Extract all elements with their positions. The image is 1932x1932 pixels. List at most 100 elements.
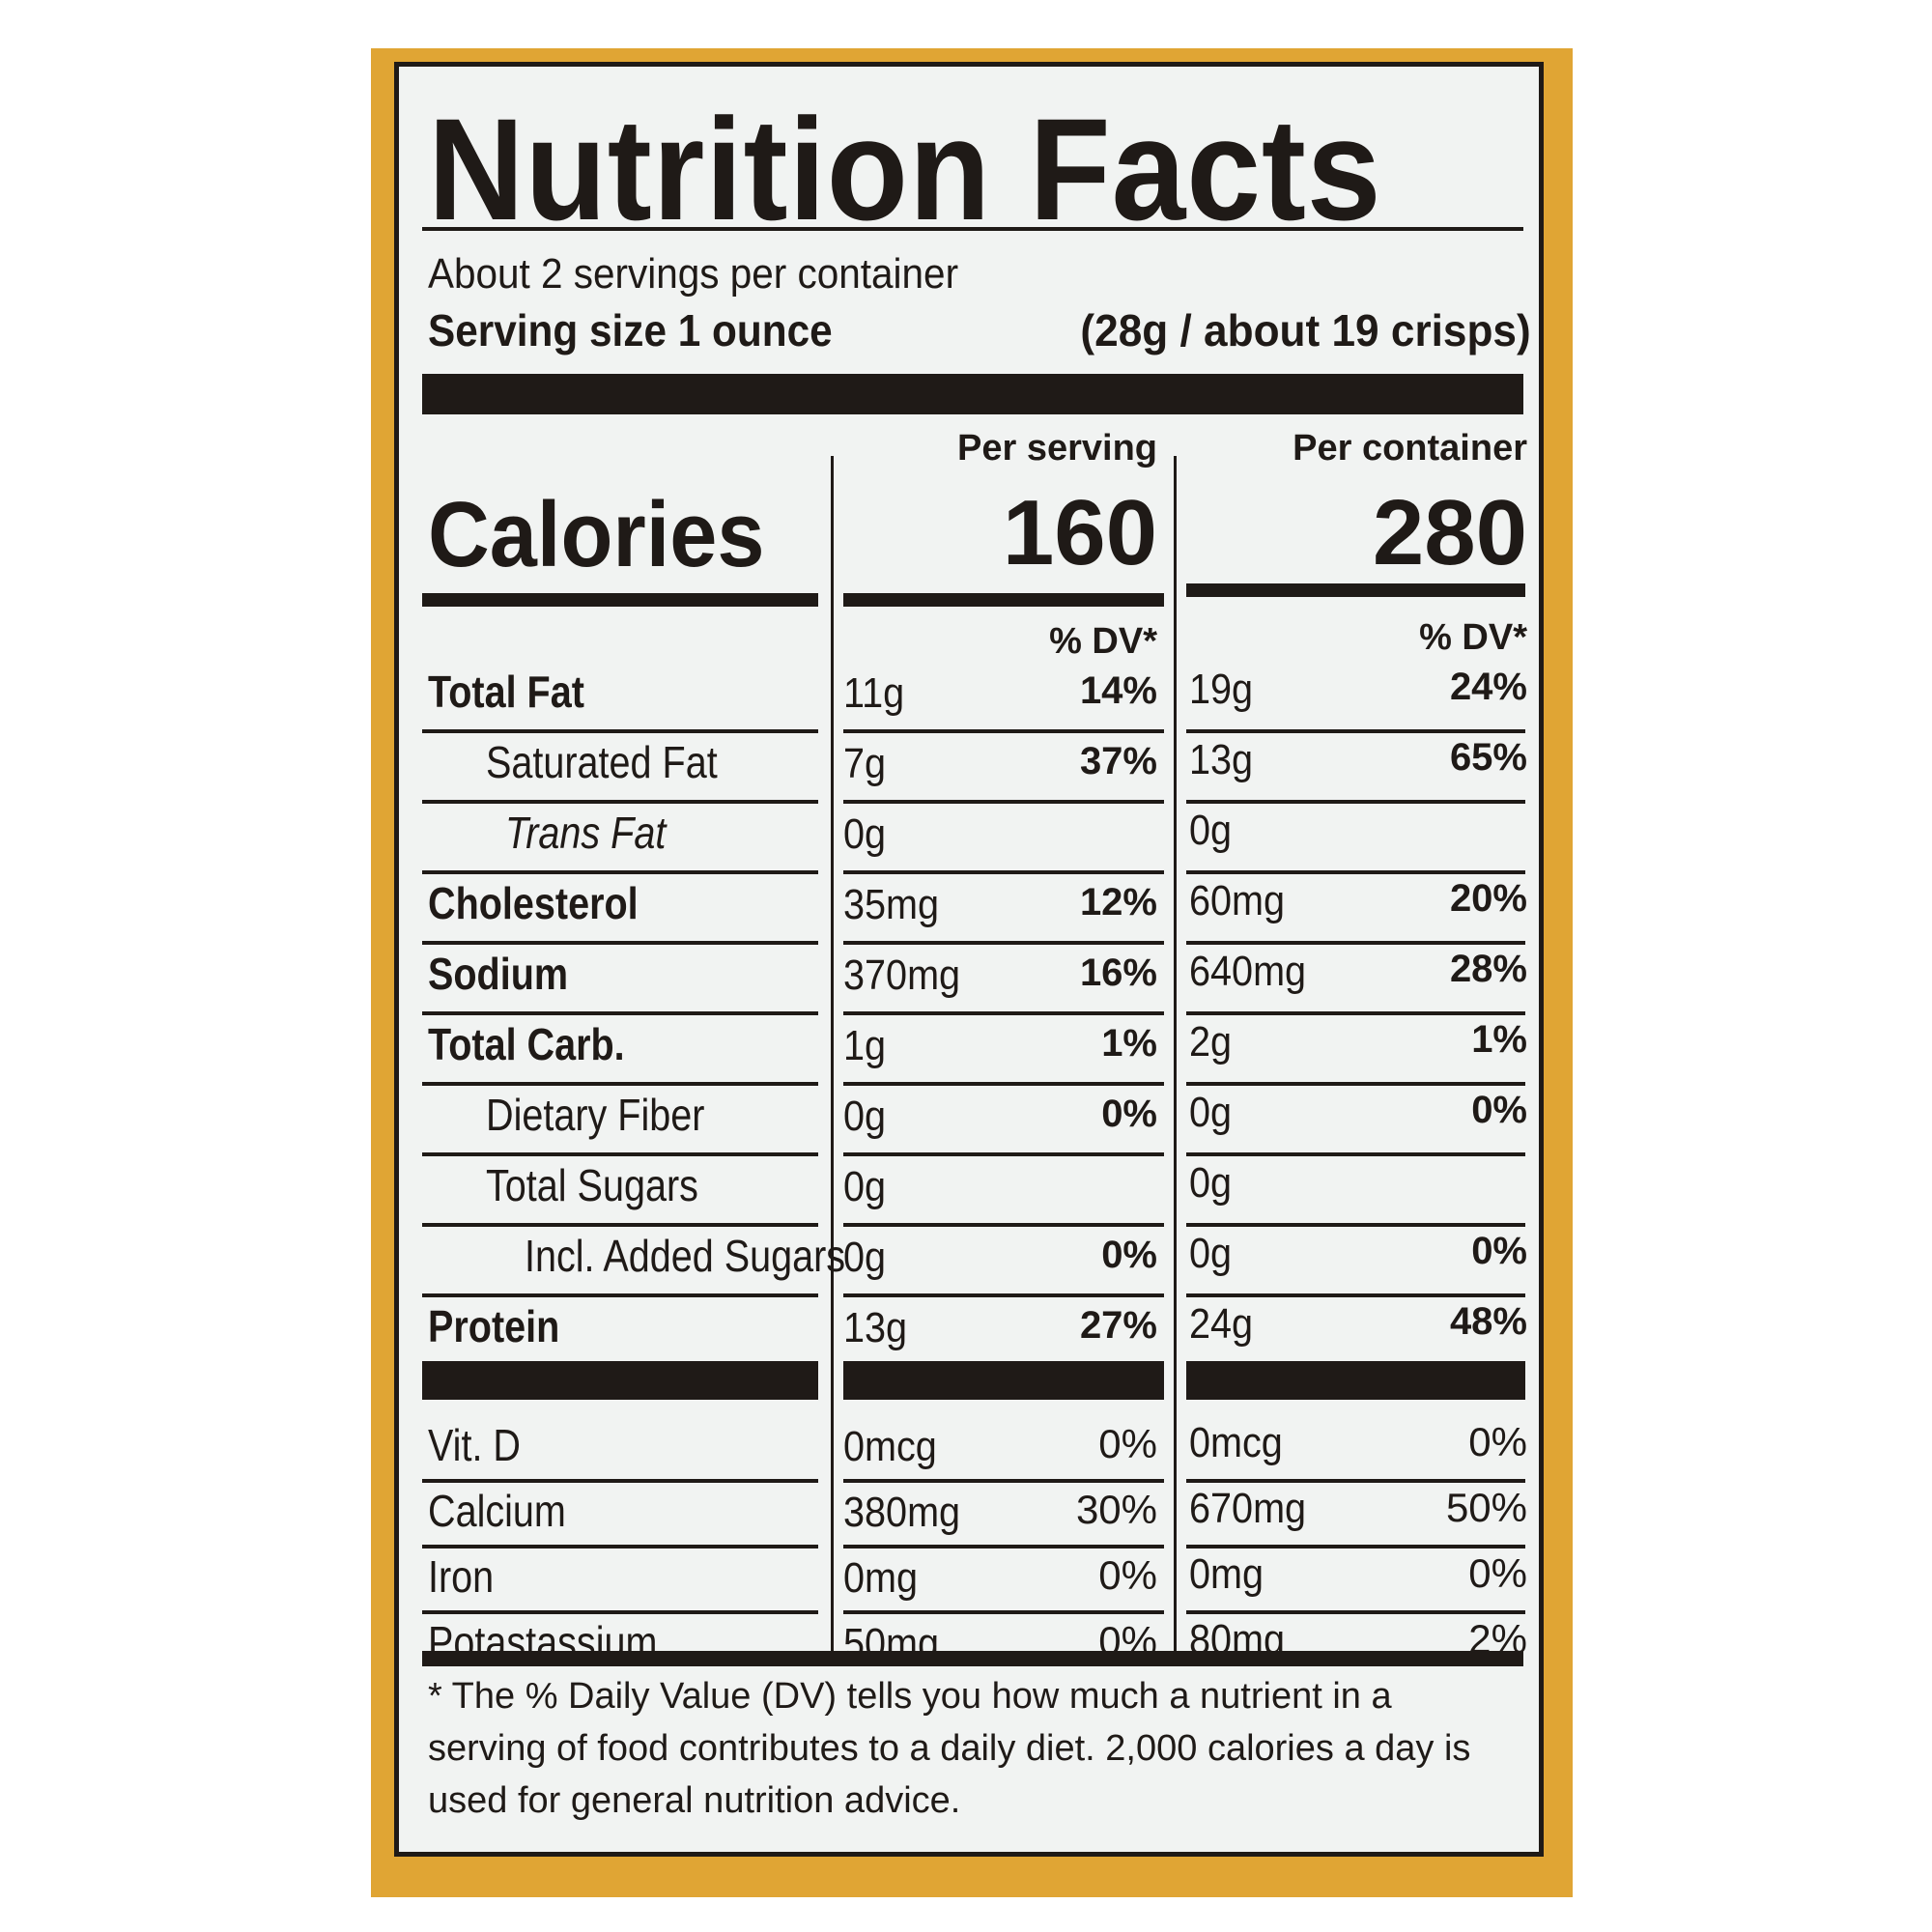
serving-amount: 0g — [843, 1163, 887, 1210]
dv-header-serving: % DV* — [1049, 621, 1157, 662]
calories-label: Calories — [428, 483, 765, 586]
nutrient-name: Sodium — [428, 949, 569, 999]
row-divider — [422, 1545, 818, 1548]
serving-dv: 16% — [1079, 952, 1157, 994]
container-amount: 0mg — [1189, 1550, 1264, 1598]
container-amount: 0mcg — [1189, 1419, 1283, 1466]
row-divider — [843, 1082, 1164, 1086]
per-serving-header: Per serving — [957, 428, 1157, 469]
row-divider — [1186, 941, 1525, 945]
container-dv: 65% — [1449, 736, 1527, 779]
calories-bar-right — [1186, 583, 1525, 597]
container-amount: 60mg — [1189, 877, 1286, 924]
servings-per-container: About 2 servings per container — [428, 250, 959, 298]
serving-dv: 0% — [1101, 1234, 1157, 1276]
nutrient-name: Trans Fat — [505, 808, 667, 858]
container-amount: 0g — [1189, 807, 1233, 854]
row-divider — [422, 1152, 818, 1156]
serving-dv: 27% — [1079, 1304, 1157, 1347]
row-divider — [1186, 870, 1525, 874]
serving-amount: 7g — [843, 740, 887, 787]
nutrient-name: Total Sugars — [486, 1160, 698, 1210]
per-container-header: Per container — [1293, 428, 1527, 469]
serving-amount: 0g — [843, 810, 887, 858]
row-divider — [1186, 729, 1525, 733]
nutrient-name: Incl. Added Sugars — [525, 1231, 846, 1281]
serving-amount: 1g — [843, 1022, 887, 1069]
row-divider — [1186, 1152, 1525, 1156]
row-divider — [422, 800, 818, 804]
row-divider — [843, 870, 1164, 874]
container-amount: 0g — [1189, 1089, 1233, 1136]
vitamin-separator — [1186, 1361, 1525, 1400]
container-amount: 670mg — [1189, 1485, 1307, 1532]
column-divider-left — [831, 456, 834, 1654]
container-amount: 24g — [1189, 1300, 1254, 1348]
container-amount: 19g — [1189, 666, 1254, 713]
serving-dv: 14% — [1079, 669, 1157, 712]
container-dv: 50% — [1445, 1485, 1527, 1530]
nutrition-facts-panel: Nutrition Facts About 2 servings per con… — [394, 62, 1544, 1857]
serving-dv: 30% — [1075, 1487, 1157, 1532]
row-divider — [1186, 1545, 1525, 1548]
vitamin-separator — [422, 1361, 818, 1400]
container-amount: 0g — [1189, 1159, 1233, 1207]
serving-dv: 37% — [1079, 740, 1157, 782]
daily-value-footnote: * The % Daily Value (DV) tells you how m… — [428, 1676, 1471, 1821]
serving-amount: 35mg — [843, 881, 940, 928]
dv-header-container: % DV* — [1419, 617, 1527, 658]
container-dv: 48% — [1449, 1300, 1527, 1343]
serving-amount: 0g — [843, 1093, 887, 1140]
vitamin-name: Vit. D — [428, 1420, 522, 1470]
row-divider — [843, 1293, 1164, 1297]
row-divider — [1186, 1479, 1525, 1483]
row-divider — [843, 729, 1164, 733]
row-divider — [843, 1152, 1164, 1156]
serving-amount: 11g — [843, 669, 905, 717]
serving-amount: 0mcg — [843, 1423, 937, 1470]
serving-amount: 0g — [843, 1234, 887, 1281]
row-divider — [422, 729, 818, 733]
container-dv: 0% — [1471, 1230, 1527, 1272]
row-divider — [422, 941, 818, 945]
container-dv: 0% — [1468, 1419, 1527, 1464]
serving-dv: 12% — [1079, 881, 1157, 923]
container-dv: 20% — [1449, 877, 1527, 920]
container-dv: 1% — [1471, 1018, 1527, 1061]
row-divider — [1186, 1011, 1525, 1015]
row-divider — [422, 1293, 818, 1297]
row-divider — [1186, 1082, 1525, 1086]
serving-dv: 0% — [1098, 1421, 1157, 1466]
serving-size-amount: (28g / about 19 crisps) — [1080, 305, 1531, 355]
calories-bar-mid — [843, 593, 1164, 607]
container-amount: 13g — [1189, 736, 1254, 783]
row-divider — [1186, 1293, 1525, 1297]
thick-divider-top — [422, 374, 1523, 414]
row-divider — [843, 1610, 1164, 1614]
row-divider — [843, 1011, 1164, 1015]
nutrient-name: Total Carb. — [428, 1019, 625, 1069]
serving-amount: 13g — [843, 1304, 908, 1351]
nutrient-name: Saturated Fat — [486, 737, 718, 787]
row-divider — [422, 1011, 818, 1015]
nutrient-name: Protein — [428, 1301, 560, 1351]
row-divider — [843, 941, 1164, 945]
panel-title: Nutrition Facts — [428, 88, 1382, 250]
row-divider — [422, 1082, 818, 1086]
thick-divider-bottom — [422, 1651, 1523, 1666]
nutrient-name: Dietary Fiber — [486, 1090, 705, 1140]
row-divider — [422, 870, 818, 874]
serving-amount: 370mg — [843, 952, 961, 999]
row-divider — [422, 1610, 818, 1614]
serving-dv: 0% — [1098, 1552, 1157, 1598]
row-divider — [422, 1223, 818, 1227]
row-divider — [1186, 1223, 1525, 1227]
container-dv: 28% — [1449, 948, 1527, 990]
container-amount: 0g — [1189, 1230, 1233, 1277]
serving-amount: 380mg — [843, 1489, 961, 1536]
container-dv: 0% — [1471, 1089, 1527, 1131]
vitamin-name: Calcium — [428, 1486, 566, 1536]
container-amount: 2g — [1189, 1018, 1233, 1065]
row-divider — [422, 1479, 818, 1483]
row-divider — [843, 1223, 1164, 1227]
